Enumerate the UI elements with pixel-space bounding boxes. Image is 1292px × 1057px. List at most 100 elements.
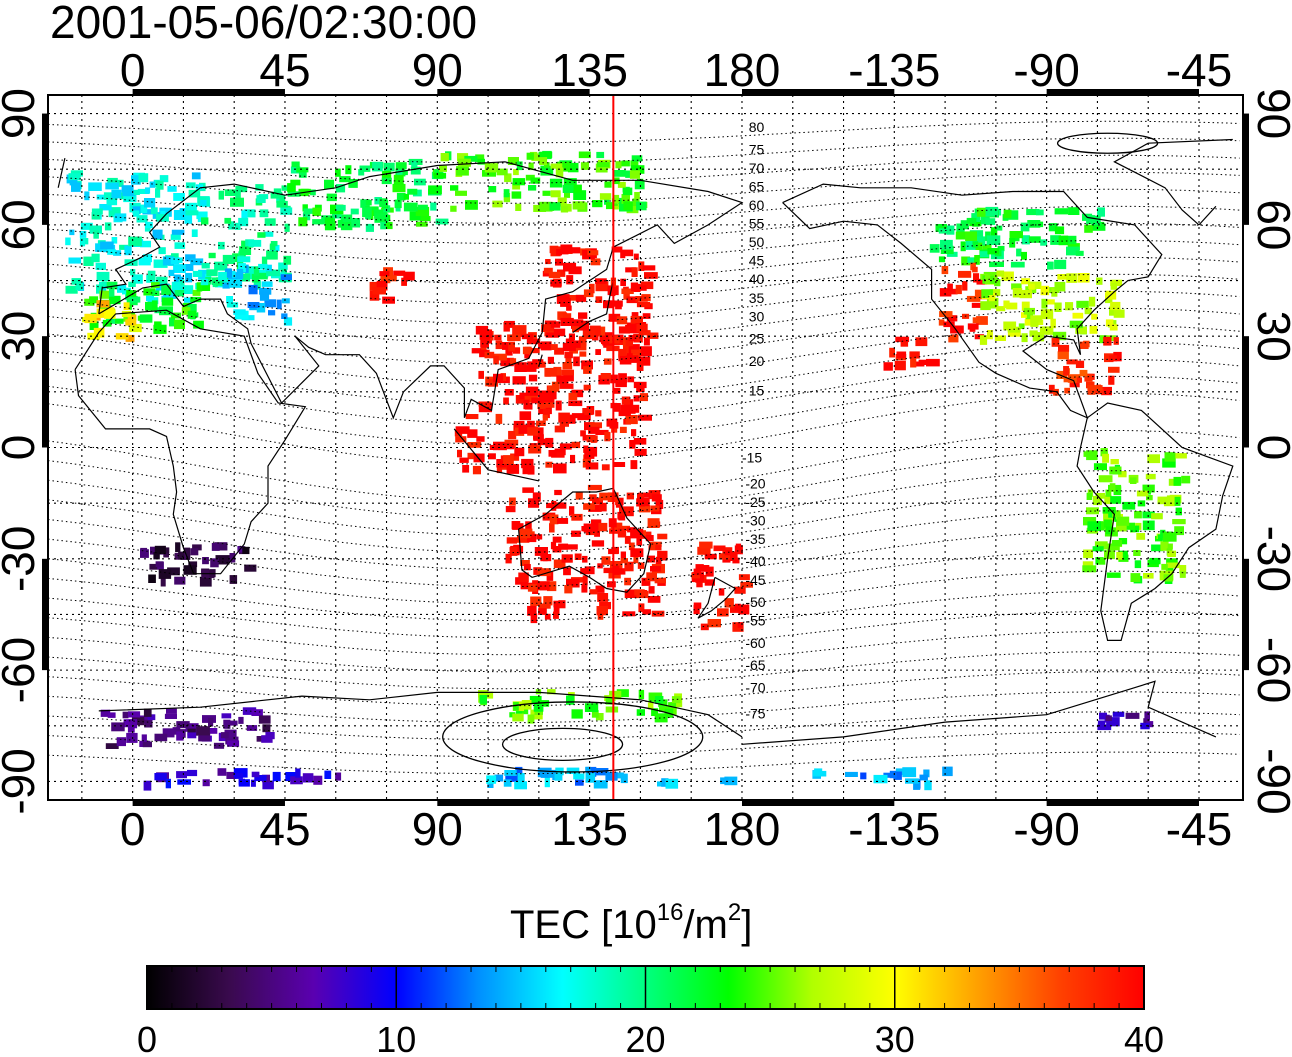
tec-cell — [1109, 483, 1116, 492]
tec-cell — [567, 162, 579, 173]
tec-cell — [1167, 543, 1173, 550]
tec-cell — [531, 397, 544, 404]
tec-cell — [574, 340, 581, 348]
tec-cell — [650, 566, 661, 572]
tec-cell — [528, 498, 540, 508]
tec-cell — [617, 511, 623, 520]
tec-cell — [161, 285, 172, 295]
tec-cell — [251, 771, 260, 778]
tec-cell — [613, 565, 620, 575]
tec-cell — [595, 410, 602, 417]
colorbar-tick-label: 20 — [625, 1019, 665, 1057]
tec-cell — [155, 561, 164, 568]
tec-cell — [1056, 370, 1068, 379]
tec-cell — [440, 153, 449, 162]
tec-cell — [505, 775, 518, 782]
tec-cell — [1090, 388, 1104, 395]
tec-cell — [221, 713, 232, 719]
tec-cell — [484, 351, 495, 359]
tec-cell — [504, 770, 517, 776]
tec-cell — [296, 167, 309, 173]
tec-cell — [971, 213, 981, 222]
tec-cell — [1110, 496, 1122, 504]
tec-cell — [713, 545, 726, 552]
frame-band — [1243, 113, 1249, 225]
tec-cell — [636, 536, 643, 546]
lon-tick-bottom: 135 — [551, 803, 628, 855]
magnetic-contour — [48, 324, 1240, 385]
tec-cell — [108, 295, 121, 305]
tec-cell — [462, 465, 470, 473]
tec-cell — [549, 514, 559, 525]
tec-cell — [205, 276, 212, 285]
tec-cell — [536, 534, 543, 540]
tec-cell — [335, 184, 346, 193]
tec-cell — [283, 255, 292, 265]
tec-cell — [214, 542, 228, 551]
tec-cell — [1092, 223, 1106, 231]
tec-cell — [1105, 319, 1114, 327]
tec-cell — [512, 183, 521, 190]
tec-cell — [246, 725, 258, 731]
tec-cell — [196, 282, 211, 291]
tec-cell — [525, 174, 535, 181]
tec-cell — [1054, 208, 1069, 215]
colorbar: 0 10 20 30 40 — [137, 965, 1164, 1057]
tec-cell — [241, 210, 248, 219]
tec-cell — [109, 287, 115, 297]
tec-cell — [700, 623, 709, 631]
frame-band — [741, 800, 895, 806]
tec-cell — [1058, 235, 1069, 246]
tec-cell — [895, 336, 910, 343]
tec-cell — [129, 323, 142, 333]
tec-cell — [559, 443, 572, 450]
tec-cell — [369, 281, 381, 291]
tec-cell — [114, 179, 124, 187]
tec-cell — [565, 355, 572, 363]
tec-cell — [946, 251, 958, 257]
tec-cell — [191, 172, 201, 180]
tec-cell — [618, 373, 627, 384]
tec-cell — [416, 221, 428, 227]
tec-cell — [395, 162, 407, 170]
tec-cell — [196, 211, 208, 220]
tec-cell — [153, 324, 167, 334]
tec-cell — [171, 281, 181, 292]
tec-cell — [1142, 520, 1155, 531]
tec-cell — [646, 572, 657, 582]
tec-cell — [146, 295, 154, 302]
tec-cell — [525, 521, 532, 531]
tec-cell — [609, 561, 623, 571]
tec-cell — [403, 193, 409, 200]
tec-cell — [943, 321, 955, 328]
tec-cell — [981, 289, 993, 298]
tec-cell — [990, 227, 998, 236]
tec-cell — [147, 270, 156, 281]
tec-cell — [584, 703, 599, 712]
lat-tick-left: 90 — [0, 88, 44, 139]
tec-cell — [505, 553, 512, 564]
tec-cell — [254, 775, 267, 782]
south-pole-oval-outer — [442, 701, 704, 773]
lat-tick-right: 90 — [1248, 88, 1292, 139]
tec-cell — [622, 611, 636, 617]
tec-cell — [542, 512, 556, 521]
tec-cell — [923, 769, 930, 778]
tec-cell — [704, 579, 715, 586]
contour-label: 40 — [749, 271, 765, 287]
tec-cell — [379, 198, 388, 208]
coastline — [538, 354, 543, 367]
tec-cell — [250, 779, 256, 787]
tec-cell — [624, 535, 631, 544]
tec-cell — [493, 355, 499, 365]
tec-cell — [138, 258, 151, 266]
tec-cell — [457, 449, 462, 458]
tec-cell — [620, 551, 626, 559]
tec-cell — [562, 184, 575, 193]
tec-cell — [290, 776, 303, 785]
tec-cell — [130, 269, 136, 276]
tec-cell — [68, 173, 81, 181]
tec-cell — [647, 702, 654, 710]
tec-cell — [636, 498, 645, 507]
lon-tick-bottom: 0 — [120, 803, 146, 855]
